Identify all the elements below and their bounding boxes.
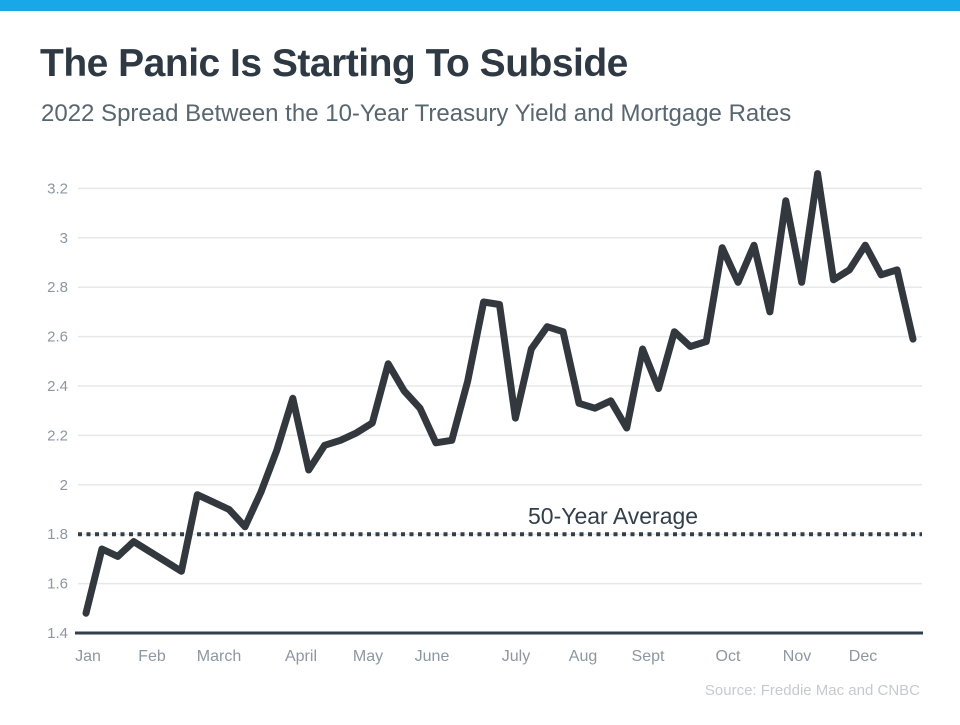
spread-line <box>82 170 917 617</box>
y-axis-tick-label: 3 <box>60 230 68 247</box>
y-axis-tick-label: 2.4 <box>47 378 68 395</box>
average-line-label: 50-Year Average <box>528 503 699 529</box>
y-axis-tick-label: 2.6 <box>47 329 68 346</box>
y-axis-tick-label: 1.6 <box>47 576 68 593</box>
x-axis-month-label: Feb <box>138 648 166 665</box>
x-axis-month-label: Aug <box>569 648 597 665</box>
page-title: The Panic Is Starting To Subside <box>40 42 628 85</box>
y-axis-tick-label: 2.8 <box>47 279 68 296</box>
x-axis-month-label: May <box>353 648 383 665</box>
x-axis-month-label: March <box>197 648 241 665</box>
x-axis-month-label: Nov <box>783 648 811 665</box>
y-axis-tick-label: 1.8 <box>47 526 68 543</box>
y-axis-tick-label: 2 <box>60 477 68 494</box>
x-axis-month-label: July <box>502 648 530 665</box>
y-axis-tick-label: 2.2 <box>47 427 68 444</box>
x-axis-month-label: Dec <box>849 648 877 665</box>
x-axis-month-label: June <box>415 648 450 665</box>
source-attribution: Source: Freddie Mac and CNBC <box>704 682 920 699</box>
chart-subtitle: 2022 Spread Between the 10-Year Treasury… <box>41 100 792 127</box>
x-axis-month-label: Oct <box>716 648 741 665</box>
accent-top-bar <box>0 0 960 11</box>
x-axis-month-label: April <box>285 648 317 665</box>
y-axis-tick-label: 1.4 <box>47 625 68 642</box>
y-axis-tick-label: 3.2 <box>47 180 68 197</box>
x-axis-month-label: Jan <box>75 648 101 665</box>
x-axis-month-label: Sept <box>632 648 665 665</box>
